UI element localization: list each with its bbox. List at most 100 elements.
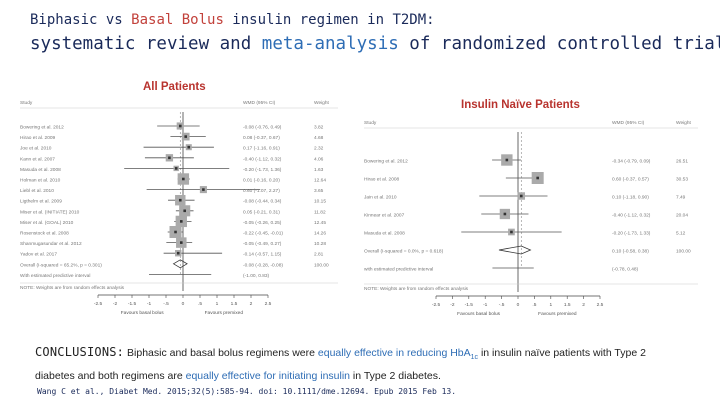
x-tick-label: -.5 (163, 301, 169, 307)
favours-left-label: Favours basal bolus (121, 310, 165, 316)
wmd-ci: 0.01 (-0.16, 0.20) (243, 178, 280, 184)
study-label: Shanmugasundar et al. 2012 (20, 241, 82, 247)
wmd-ci: -0.40 (-1.12, 0.32) (612, 213, 651, 219)
conclusions-text: CONCLUSIONS: Biphasic and basal bolus re… (35, 343, 685, 385)
overall-weight: 100.00 (314, 262, 329, 268)
title-basal-bolus: Basal Bolus (131, 12, 224, 28)
x-tick-label: 2 (582, 302, 585, 308)
conclusion-t2: in insulin naïve patients with Type 2 di… (35, 347, 646, 383)
title-line2-start: systematic review and (30, 34, 262, 54)
wmd-ci: -0.05 (-0.49, 0.27) (243, 241, 282, 247)
weight-value: 4.06 (314, 156, 324, 162)
title-line-1: Biphasic vs Basal Bolus insulin regimen … (30, 12, 435, 28)
study-label: Ligthelm et al. 2009 (20, 199, 62, 205)
conclusion-t1: Biphasic and basal bolus regimens were (124, 347, 318, 359)
x-tick-label: -1 (147, 301, 152, 307)
x-tick-label: 2.5 (597, 302, 604, 308)
point-estimate (536, 176, 539, 180)
conclusion-e1-sub: 1c (470, 354, 479, 362)
forest-plot-naive-svg: Study WMD (95% CI) Weight Bowering et al. 2… (364, 120, 698, 317)
study-label: Jain et al. 2010 (364, 195, 397, 201)
x-tick-label: .5 (198, 301, 202, 307)
point-estimate (178, 124, 182, 128)
title-biphasic: Biphasic (30, 12, 98, 28)
study-label: Miser et al. (INITIATE) 2010 (20, 209, 80, 215)
header-study: Study (20, 100, 33, 106)
study-label: Hirao et al. 2008 (364, 177, 400, 183)
prediction-ci: (-0.78, 0.48) (612, 267, 639, 273)
title-line1-rest: insulin regimen in T2DM: (223, 12, 435, 28)
wmd-ci: -0.22 (-0.45, -0.01) (243, 231, 283, 237)
wmd-ci: -0.34 (-0.79, 0.09) (612, 159, 651, 165)
x-tick-label: -1.5 (465, 302, 474, 308)
point-estimate (182, 177, 185, 181)
weight-value: 7.49 (676, 195, 686, 201)
title-line2-rest: of randomized controlled trials (398, 34, 720, 54)
x-tick-label: -1 (483, 302, 488, 308)
weight-value: 2.81 (314, 252, 324, 258)
x-tick-label: -2 (450, 302, 455, 308)
weight-value: 14.26 (314, 231, 326, 237)
prediction-ci: (-1.00, 0.83) (243, 273, 270, 279)
x-tick-label: -1.5 (128, 301, 137, 307)
study-label: Hirao et al. 2009 (20, 135, 56, 141)
header-weight: Weight (314, 100, 330, 106)
point-estimate (505, 158, 509, 162)
x-tick-label: -2.5 (94, 301, 103, 307)
title-vs: vs (97, 12, 132, 28)
wmd-ci: -0.08 (-0.76, 0.49) (243, 125, 282, 131)
study-label: Bowering et al. 2012 (20, 125, 64, 131)
x-tick-label: 1.5 (564, 302, 571, 308)
point-estimate (510, 230, 513, 234)
point-estimate (187, 145, 191, 149)
note-text: NOTE: Weights are from random effects an… (20, 285, 125, 291)
study-label: Liebl et al. 2010 (20, 188, 54, 194)
study-label: Miser et al. (GOAL) 2010 (20, 220, 74, 226)
weight-value: 3.82 (314, 125, 324, 131)
study-label: Masuda et al. 2008 (20, 167, 61, 173)
x-tick-label: .5 (532, 302, 536, 308)
point-estimate (180, 220, 183, 223)
x-tick-label: 1 (549, 302, 552, 308)
overall-label: Overall (I-squared = 0.0%, p = 0.618) (364, 249, 444, 255)
weight-value: 10.15 (314, 199, 326, 205)
wmd-ci: -0.05 (-0.26, 0.25) (243, 220, 282, 226)
prediction-label: with estimated predictive interval (364, 267, 433, 273)
weight-value: 12.45 (314, 220, 326, 226)
conclusion-t3: in Type 2 diabetes. (350, 370, 441, 383)
x-tick-label: 0 (182, 301, 185, 307)
citation: Wang C et al., Diabet Med. 2015;32(5):58… (37, 387, 457, 396)
wmd-ci: 0.17 (-1.16, 0.91) (243, 146, 280, 152)
note-text: NOTE: Weights are from random effects an… (364, 286, 469, 292)
wmd-ci: -0.14 (-0.57, 1.15) (243, 252, 282, 258)
study-label: Holman et al. 2010 (20, 178, 61, 184)
weight-value: 10.28 (314, 241, 326, 247)
wmd-ci: -0.40 (-1.12, 0.32) (243, 156, 282, 162)
x-tick-label: 1 (216, 301, 219, 307)
point-estimate (184, 135, 188, 138)
header-weight: Weight (676, 120, 692, 126)
point-estimate (178, 198, 182, 202)
wmd-ci: 0.05 (-0.21, 0.31) (243, 209, 280, 215)
title-meta-analysis: meta-analysis (261, 34, 399, 54)
conclusion-e1-text: equally effective in reducing HbA (317, 347, 471, 359)
header-wmd: WMD (95% CI) (612, 120, 645, 126)
weight-value: 3.65 (314, 188, 324, 194)
x-tick-label: 2.5 (265, 301, 272, 307)
x-tick-label: -2 (113, 301, 118, 307)
study-label: Masuda et al. 2008 (364, 231, 405, 237)
point-estimate (174, 167, 178, 170)
wmd-ci: -0.20 (-1.73, 1.33) (612, 231, 651, 237)
weight-value: 1.63 (314, 167, 324, 173)
weight-value: 4.68 (314, 135, 324, 141)
x-tick-label: 0 (517, 302, 520, 308)
forest-plot-insulin-naive: Study WMD (95% CI) Weight Bowering et al. 2… (362, 116, 702, 326)
favours-right-label: Favours premixed (538, 311, 577, 317)
weight-value: 20.04 (676, 213, 688, 219)
overall-ci: 0.10 (-0.58, 0.38) (612, 249, 649, 255)
overall-weight: 100.00 (676, 249, 691, 255)
overall-diamond (498, 245, 532, 255)
point-estimate (183, 209, 186, 213)
weight-value: 26.51 (676, 159, 688, 165)
point-estimate (503, 212, 507, 216)
